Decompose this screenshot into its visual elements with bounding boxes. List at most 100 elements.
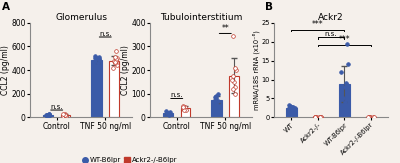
- Point: [113, 57, 120, 60]
- Point: [366, 116, 372, 118]
- Point: [292, 108, 298, 110]
- Point: [285, 104, 292, 107]
- Point: [231, 81, 237, 83]
- Point: [183, 109, 190, 111]
- Point: [286, 109, 292, 112]
- Point: [287, 105, 293, 107]
- Bar: [339, 84, 350, 117]
- Point: [289, 110, 295, 113]
- Point: [60, 114, 66, 117]
- Point: [212, 95, 219, 97]
- Text: A: A: [2, 2, 10, 12]
- Point: [46, 113, 52, 116]
- Bar: [61, 115, 70, 117]
- Point: [92, 56, 98, 59]
- Point: [91, 64, 97, 67]
- Point: [165, 112, 172, 114]
- Point: [340, 97, 346, 100]
- Bar: [43, 115, 53, 117]
- Point: [180, 105, 186, 107]
- Text: ***: ***: [338, 35, 350, 44]
- Title: Ackr2: Ackr2: [318, 13, 344, 22]
- Point: [63, 115, 70, 118]
- Point: [96, 58, 102, 61]
- Point: [166, 112, 172, 115]
- Point: [370, 116, 377, 118]
- Point: [289, 109, 296, 111]
- Point: [366, 116, 372, 118]
- Point: [290, 106, 296, 108]
- Point: [181, 109, 187, 111]
- Point: [113, 64, 120, 67]
- Point: [112, 60, 118, 63]
- Point: [46, 113, 52, 115]
- Point: [229, 78, 236, 81]
- Point: [338, 91, 344, 94]
- Point: [232, 85, 238, 88]
- Text: **: **: [222, 24, 229, 33]
- Point: [60, 112, 66, 115]
- Point: [233, 69, 240, 71]
- Point: [62, 114, 68, 117]
- Point: [214, 99, 221, 102]
- Bar: [181, 108, 190, 117]
- Point: [317, 116, 324, 119]
- Point: [44, 114, 50, 117]
- Point: [312, 116, 318, 119]
- Point: [338, 71, 344, 73]
- Point: [313, 116, 319, 119]
- Point: [110, 66, 116, 69]
- Point: [367, 116, 374, 119]
- Point: [212, 98, 218, 101]
- Point: [230, 35, 236, 37]
- Point: [92, 55, 98, 57]
- Point: [367, 116, 374, 118]
- Point: [45, 114, 52, 117]
- Text: n.s.: n.s.: [99, 31, 112, 37]
- Point: [94, 57, 100, 60]
- Point: [110, 59, 117, 62]
- Point: [292, 106, 298, 109]
- Point: [215, 92, 222, 95]
- Point: [43, 113, 49, 116]
- Point: [312, 116, 318, 119]
- Point: [181, 106, 188, 109]
- Point: [212, 102, 218, 104]
- Point: [112, 62, 118, 64]
- Text: n.s.: n.s.: [170, 92, 183, 98]
- Y-axis label: CCL2 (pg/ml): CCL2 (pg/ml): [121, 45, 130, 95]
- Point: [289, 105, 296, 108]
- Point: [180, 105, 187, 108]
- Point: [213, 103, 219, 106]
- Point: [96, 56, 102, 58]
- Point: [43, 115, 50, 118]
- Text: n.s.: n.s.: [325, 31, 337, 37]
- Point: [112, 50, 119, 52]
- Legend: WT-B6lpr, Ackr2-/-B6lpr: WT-B6lpr, Ackr2-/-B6lpr: [80, 154, 180, 163]
- Point: [163, 110, 169, 113]
- Point: [61, 114, 67, 116]
- Point: [342, 86, 348, 88]
- Point: [287, 107, 294, 109]
- Bar: [91, 60, 102, 117]
- Point: [166, 111, 173, 113]
- Text: ***: ***: [312, 20, 324, 29]
- Point: [342, 101, 348, 104]
- Point: [92, 59, 98, 62]
- Point: [288, 109, 295, 111]
- Point: [229, 75, 236, 77]
- Point: [112, 56, 118, 58]
- Point: [166, 113, 173, 115]
- Point: [370, 116, 376, 119]
- Point: [46, 114, 52, 117]
- Point: [287, 105, 294, 108]
- Point: [364, 116, 371, 118]
- Text: B: B: [265, 2, 273, 12]
- Point: [344, 84, 350, 87]
- Y-axis label: mRNA/18S rRNA (x10⁻⁶): mRNA/18S rRNA (x10⁻⁶): [252, 30, 260, 110]
- Title: Tubulointerstitium: Tubulointerstitium: [160, 13, 242, 22]
- Point: [316, 116, 323, 119]
- Point: [44, 114, 50, 116]
- Point: [230, 88, 237, 90]
- Point: [95, 62, 101, 64]
